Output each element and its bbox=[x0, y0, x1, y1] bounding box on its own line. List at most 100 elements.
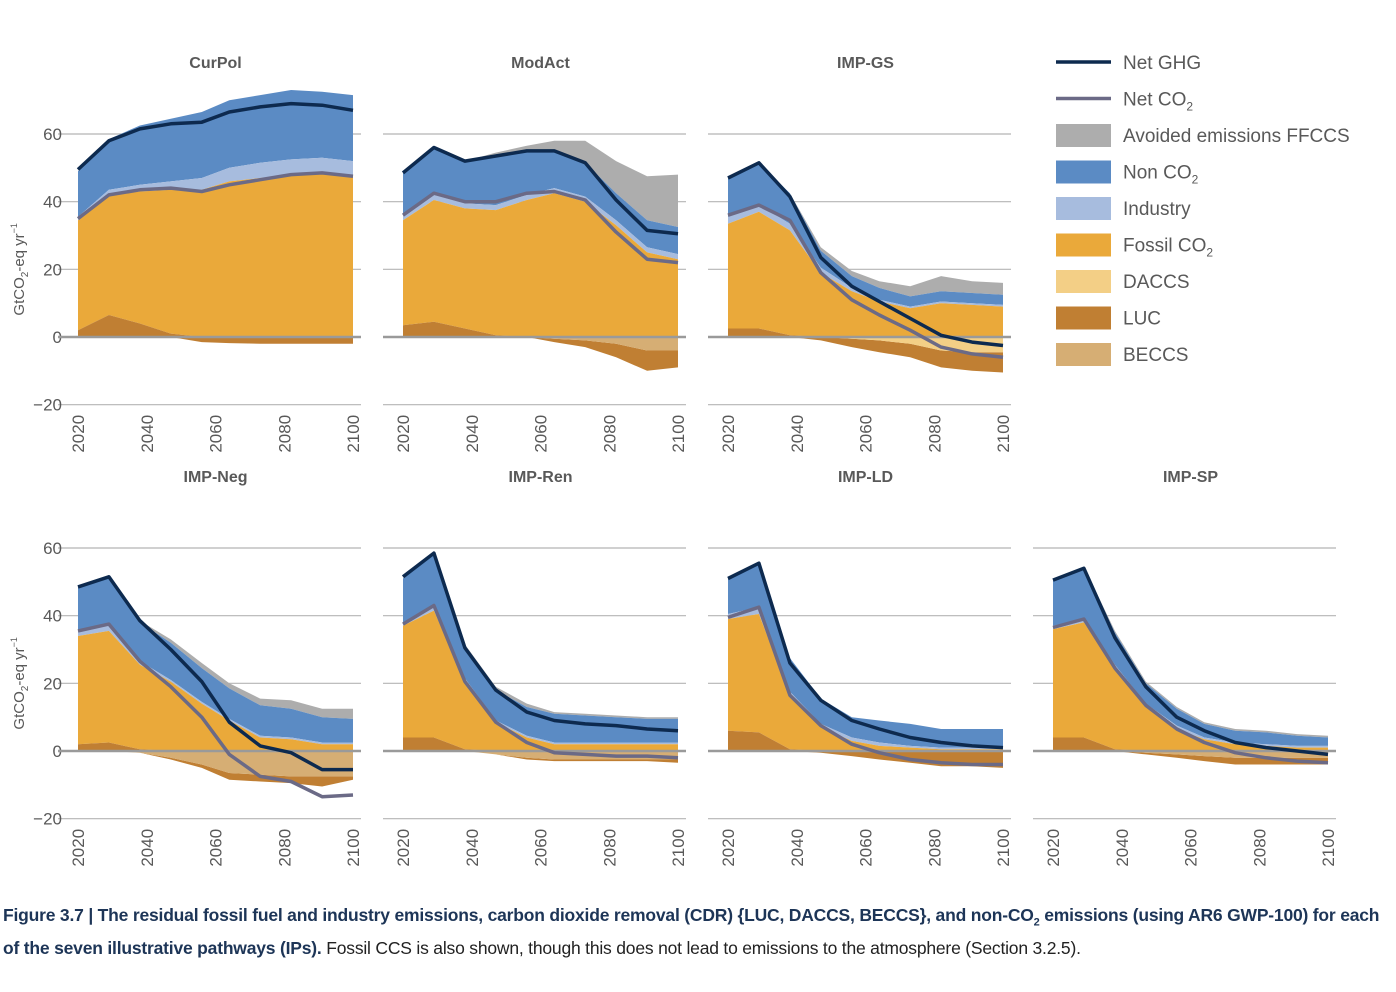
legend-label: DACCS bbox=[1123, 272, 1190, 293]
x-tick-label: 2080 bbox=[925, 415, 944, 453]
area-luc-negative bbox=[1053, 751, 1328, 765]
area-luc-negative bbox=[728, 337, 1003, 373]
area-fossil-co2 bbox=[728, 211, 1003, 337]
area-luc-positive bbox=[403, 321, 678, 337]
x-tick-label: 2020 bbox=[719, 829, 738, 867]
caption-title: Figure 3.7 | The residual fossil fuel an… bbox=[3, 905, 1379, 958]
panel-title: CurPol bbox=[189, 55, 241, 72]
area-non-co2 bbox=[78, 90, 353, 217]
line-net-ghg bbox=[77, 575, 353, 772]
legend-label: Net CO2 bbox=[1123, 90, 1193, 114]
area-luc-positive bbox=[728, 730, 1003, 751]
y-tick-label: 60 bbox=[43, 125, 62, 144]
panel-imp-ld: IMP-LD 2020 2040 2060 2080 2100 bbox=[708, 469, 1013, 867]
line-net-ghg bbox=[401, 145, 679, 236]
x-tick-label: 2080 bbox=[275, 415, 294, 453]
legend-swatch bbox=[1056, 233, 1111, 257]
x-tick-label: 2080 bbox=[1250, 829, 1269, 867]
x-tick-label: 2100 bbox=[669, 415, 688, 453]
x-tick-label: 2040 bbox=[788, 415, 807, 453]
x-tick-label: 2100 bbox=[344, 415, 363, 453]
area-luc-positive bbox=[403, 737, 678, 751]
panel-title: IMP-GS bbox=[837, 55, 894, 72]
area-luc-positive bbox=[78, 315, 353, 337]
legend-item-fossil-co2: Fossil CO2 bbox=[1056, 233, 1213, 260]
x-tick-label: 2060 bbox=[532, 829, 551, 867]
area-beccs bbox=[403, 337, 678, 351]
x-tick-label: 2060 bbox=[207, 415, 226, 453]
legend-label: Industry bbox=[1123, 199, 1191, 220]
legend-swatch bbox=[1056, 306, 1111, 330]
legend-swatch bbox=[1056, 270, 1111, 293]
x-tick-label: 2060 bbox=[857, 829, 876, 867]
line-net-co2 bbox=[1052, 617, 1329, 765]
x-tick-label: 2020 bbox=[69, 415, 88, 453]
caption-title-part2: emissions (using AR6 GWP-100) for each o… bbox=[3, 905, 1380, 958]
legend: Net GHG Net CO2 Avoided emissions FFCCS Non… bbox=[1056, 53, 1350, 366]
x-tick-label: 2060 bbox=[1182, 829, 1201, 867]
line-net-ghg bbox=[76, 101, 354, 171]
area-non-co2 bbox=[1053, 566, 1328, 746]
area-fossil-co2 bbox=[78, 630, 353, 751]
x-tick-label: 2020 bbox=[394, 829, 413, 867]
x-tick-label: 2080 bbox=[600, 829, 619, 867]
area-fossil-co2 bbox=[78, 172, 353, 337]
legend-item-net-ghg: Net GHG bbox=[1056, 53, 1201, 74]
legend-label: Fossil CO2 bbox=[1123, 236, 1213, 260]
area-industry bbox=[78, 157, 353, 221]
y-tick-label: 0 bbox=[53, 742, 62, 761]
legend-item-industry: Industry bbox=[1056, 197, 1191, 220]
area-luc-negative bbox=[78, 751, 353, 787]
legend-label: LUC bbox=[1123, 309, 1161, 330]
area-luc-negative bbox=[78, 337, 353, 344]
area-beccs bbox=[78, 751, 353, 777]
area-avoided-emissions-ffccs bbox=[728, 162, 1003, 297]
y-tick-label: 20 bbox=[43, 260, 62, 279]
panel-imp-gs: IMP-GS 2020 2040 2060 2080 2100 bbox=[708, 55, 1013, 453]
area-non-co2 bbox=[403, 147, 678, 255]
x-tick-label: 2040 bbox=[138, 415, 157, 453]
panel-imp-sp: IMP-SP 2020 2040 2060 2080 2100 bbox=[1033, 469, 1338, 867]
panel-title: IMP-SP bbox=[1163, 469, 1218, 486]
line-net-co2 bbox=[727, 203, 1004, 360]
legend-item-beccs: BECCS bbox=[1056, 343, 1188, 366]
x-tick-label: 2040 bbox=[1113, 829, 1132, 867]
line-net-co2 bbox=[76, 171, 354, 220]
x-tick-label: 2040 bbox=[463, 415, 482, 453]
y-tick-label: 0 bbox=[53, 328, 62, 347]
x-tick-label: 2100 bbox=[994, 829, 1013, 867]
line-net-ghg bbox=[1052, 566, 1329, 757]
x-tick-label: 2040 bbox=[463, 829, 482, 867]
x-tick-label: 2100 bbox=[1319, 829, 1338, 867]
area-non-co2 bbox=[78, 575, 353, 743]
panel-title: ModAct bbox=[511, 55, 570, 72]
legend-swatch bbox=[1056, 197, 1111, 220]
area-fossil-co2 bbox=[403, 610, 678, 751]
area-fossil-co2 bbox=[1053, 622, 1328, 751]
figure-caption: Figure 3.7 | The residual fossil fuel an… bbox=[3, 903, 1393, 961]
x-tick-label: 2040 bbox=[138, 829, 157, 867]
y-axis-label: GtCO2-eq yr−1 bbox=[9, 637, 31, 730]
panel-modact: ModAct 2020 2040 2060 2080 2100 bbox=[383, 55, 688, 453]
x-tick-label: 2020 bbox=[719, 415, 738, 453]
x-tick-label: 2060 bbox=[857, 415, 876, 453]
area-fossil-co2 bbox=[403, 193, 678, 337]
area-luc-negative bbox=[403, 751, 678, 763]
x-tick-label: 2020 bbox=[1044, 829, 1063, 867]
area-non-co2 bbox=[728, 162, 1003, 307]
panel-curpol: CurPol 60 40 20 0 −20 GtCO2-eq yr−1 2020 2040 206… bbox=[9, 55, 363, 453]
legend-item-net-co2: Net CO2 bbox=[1056, 90, 1193, 114]
panel-imp-neg: IMP-Neg 60 40 20 0 −20 GtCO2-eq yr−1 2020 2040 20… bbox=[9, 469, 363, 867]
y-tick-label: 20 bbox=[43, 674, 62, 693]
y-tick-label: 40 bbox=[43, 193, 62, 212]
x-tick-label: 2040 bbox=[788, 829, 807, 867]
caption-title-subscript: 2 bbox=[1033, 916, 1040, 929]
x-tick-label: 2080 bbox=[275, 829, 294, 867]
x-tick-label: 2100 bbox=[344, 829, 363, 867]
y-tick-label: 60 bbox=[43, 539, 62, 558]
line-net-ghg bbox=[401, 551, 679, 733]
y-axis-label: GtCO2-eq yr−1 bbox=[9, 223, 31, 316]
y-tick-label: 40 bbox=[43, 607, 62, 626]
legend-item-daccs: DACCS bbox=[1056, 270, 1190, 293]
